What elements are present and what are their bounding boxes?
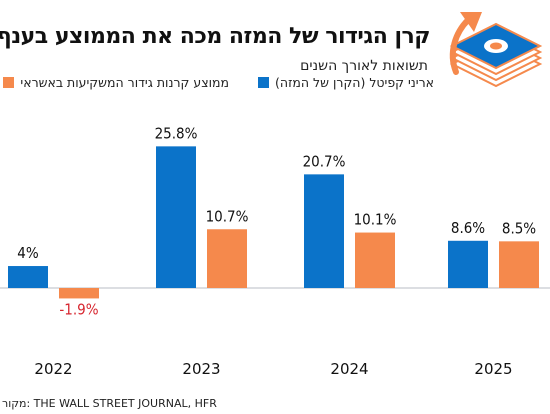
bar-2023-series-b: [207, 229, 247, 288]
bar-2022-series-a: [8, 266, 48, 288]
x-tick-label-2022: 2022: [34, 360, 72, 378]
data-label-2022-series-b: -1.9%: [59, 300, 98, 318]
legend-item-series-b: ממוצע קרנות גידור המשקיעות באשראי: [3, 75, 229, 90]
bar-2024-series-b: [355, 232, 395, 288]
chart-subtitle: תשואות לאורך השנים: [300, 58, 428, 74]
bar-2025-series-b: [499, 241, 539, 288]
bar-2025-series-a: [448, 240, 488, 288]
data-label-2024-series-a: 20.7%: [303, 152, 346, 170]
data-label-2023-series-a: 25.8%: [155, 124, 198, 142]
x-tick-label-2023: 2023: [182, 360, 220, 378]
money-stack-arrow-up-icon: [449, 12, 543, 88]
bar-2023-series-a: [156, 146, 196, 288]
source-note: מקור: THE WALL STREET JOURNAL, HFR: [2, 397, 217, 410]
data-label-2025-series-a: 8.6%: [451, 219, 485, 237]
data-label-2024-series-b: 10.1%: [354, 211, 397, 229]
data-label-2022-series-a: 4%: [17, 244, 39, 262]
chart-legend: אריני קפיטל (הקרן של המזה) ממוצע קרנות ג…: [3, 75, 544, 97]
data-label-2025-series-b: 8.5%: [502, 219, 536, 237]
legend-item-series-a: אריני קפיטל (הקרן של המזה): [258, 75, 434, 90]
legend-swatch-series-a: [258, 77, 270, 88]
bar-2022-series-b: [59, 288, 99, 299]
x-tick-label-2024: 2024: [330, 360, 368, 378]
x-tick-label-2025: 2025: [474, 360, 512, 378]
data-label-2023-series-b: 10.7%: [206, 207, 249, 225]
legend-label-series-a: אריני קפיטל (הקרן של המזה): [275, 75, 434, 90]
legend-swatch-series-b: [3, 77, 15, 88]
chart-title: קרן הגידור של המזה מכה את הממוצע בענף: [0, 24, 431, 49]
legend-label-series-b: ממוצע קרנות גידור המשקיעות באשראי: [20, 75, 229, 90]
bar-2024-series-a: [304, 174, 344, 288]
bar-chart: 4% -1.9% 2022 25.8% 10.7% 2023 20.7% 10.1% 2024 8…: [0, 124, 550, 378]
